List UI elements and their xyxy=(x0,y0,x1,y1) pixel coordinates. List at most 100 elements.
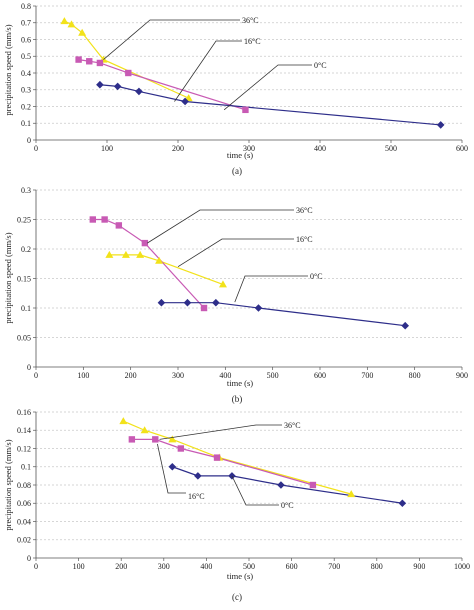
x-axis-title: time (s) xyxy=(227,150,253,160)
x-tick-label: 300 xyxy=(172,371,184,380)
data-point-16c xyxy=(101,216,108,223)
callout-leader xyxy=(231,475,279,506)
y-tick-label: 0.16 xyxy=(17,408,31,417)
x-tick-label: 300 xyxy=(243,144,255,153)
data-point-0c xyxy=(157,298,166,307)
data-point-36c xyxy=(60,17,69,25)
y-tick-label: 0.4 xyxy=(21,69,31,78)
y-tick-label: 0.05 xyxy=(17,333,31,342)
data-point-16c xyxy=(89,216,96,223)
x-tick-label: 900 xyxy=(456,371,468,380)
data-point-16c xyxy=(86,58,93,65)
y-tick-label: 0.6 xyxy=(21,35,31,44)
data-point-36c xyxy=(67,20,76,28)
panel-b: 0 100 200 300 400 500 600 700 800 900 0 0.05 0.1 0.15… xyxy=(3,186,468,404)
data-point-16c xyxy=(213,454,221,461)
x-tick-label: 1000 xyxy=(454,562,470,571)
data-point-36c xyxy=(218,280,227,288)
data-point-36c xyxy=(168,435,177,443)
callout-leader xyxy=(159,424,282,440)
data-point-0c xyxy=(113,82,122,91)
y-tick-label: 0 xyxy=(27,554,31,563)
data-point-16c xyxy=(242,106,249,114)
y-tick-label: 0.14 xyxy=(17,426,31,435)
y-tick-label: 0.25 xyxy=(17,215,31,224)
y-tick-label: 0.2 xyxy=(21,245,31,254)
x-axis-title: time (s) xyxy=(227,378,253,388)
data-point-0c xyxy=(228,472,236,480)
x-tick-label: 600 xyxy=(314,371,326,380)
y-axis-title: precipitation speed (mm/s) xyxy=(3,439,13,530)
callout-label: 0°C xyxy=(281,501,294,510)
y-tick-label: 0.8 xyxy=(21,2,31,11)
y-tick-label: 0 xyxy=(27,136,31,145)
series-line-0c xyxy=(99,84,441,126)
data-point-0c xyxy=(181,97,189,106)
data-point-0c xyxy=(194,472,202,480)
data-point-0c xyxy=(401,321,409,330)
data-point-0c xyxy=(277,481,285,489)
data-point-16c xyxy=(152,436,159,443)
y-tick-label: 0.5 xyxy=(21,52,31,61)
data-point-36c xyxy=(78,28,87,36)
callout-label: 16°C xyxy=(296,235,313,244)
data-point-0c xyxy=(254,304,263,312)
panel-label: (a) xyxy=(232,166,242,176)
y-tick-label: 0.04 xyxy=(17,517,31,526)
x-tick-label: 0 xyxy=(34,562,38,571)
data-point-0c xyxy=(96,80,104,89)
x-tick-label: 500 xyxy=(243,562,255,571)
x-tick-label: 600 xyxy=(286,562,298,571)
x-tick-label: 700 xyxy=(328,562,340,571)
callout-label: 0°C xyxy=(310,272,323,281)
x-tick-label: 100 xyxy=(101,144,113,153)
data-point-36c xyxy=(140,426,149,434)
callout-leader xyxy=(103,19,240,60)
data-point-0c xyxy=(135,87,143,96)
y-tick-label: 0.1 xyxy=(21,463,31,472)
series-line-36c xyxy=(109,254,224,285)
data-point-36c xyxy=(105,250,114,258)
callout-label: 36°C xyxy=(296,206,313,215)
data-point-16c xyxy=(75,56,82,63)
callout-leader xyxy=(157,443,186,494)
x-tick-label: 800 xyxy=(409,371,421,380)
y-tick-label: 0.06 xyxy=(17,499,31,508)
y-tick-label: 0.3 xyxy=(21,186,31,195)
x-tick-label: 200 xyxy=(172,144,184,153)
data-point-16c xyxy=(115,222,123,229)
y-tick-label: 0.15 xyxy=(17,274,31,283)
callout-leader xyxy=(234,275,308,303)
x-tick-label: 200 xyxy=(125,371,137,380)
data-point-16c xyxy=(125,69,132,77)
data-point-0c xyxy=(212,298,220,307)
x-tick-label: 900 xyxy=(413,562,425,571)
callout-leader xyxy=(223,64,312,111)
callout-leader xyxy=(147,209,294,244)
x-tick-label: 400 xyxy=(314,144,326,153)
x-tick-label: 100 xyxy=(77,371,89,380)
x-tick-label: 0 xyxy=(34,371,38,380)
series-line-0c xyxy=(161,302,406,327)
data-point-0c xyxy=(398,499,407,508)
panel-label: (b) xyxy=(232,394,243,404)
panel-label: (c) xyxy=(232,592,242,602)
data-point-36c xyxy=(119,417,128,425)
x-tick-label: 400 xyxy=(219,371,231,380)
series-line-36c xyxy=(123,420,352,495)
x-tick-label: 100 xyxy=(73,562,85,571)
x-tick-label: 300 xyxy=(158,562,170,571)
y-axis-title: precipitation speed (mm/s) xyxy=(3,24,13,115)
data-point-36c xyxy=(121,250,130,258)
series-line-16c xyxy=(92,218,205,309)
data-point-16c xyxy=(128,436,136,443)
data-point-0c xyxy=(436,121,445,129)
y-tick-label: 0.02 xyxy=(17,536,31,545)
x-tick-label: 700 xyxy=(361,371,373,380)
y-tick-label: 0.3 xyxy=(21,86,31,95)
x-tick-label: 800 xyxy=(371,562,383,571)
series-line-16c xyxy=(131,438,314,486)
callout-label: 16°C xyxy=(244,37,261,46)
y-tick-label: 0.1 xyxy=(21,304,31,313)
